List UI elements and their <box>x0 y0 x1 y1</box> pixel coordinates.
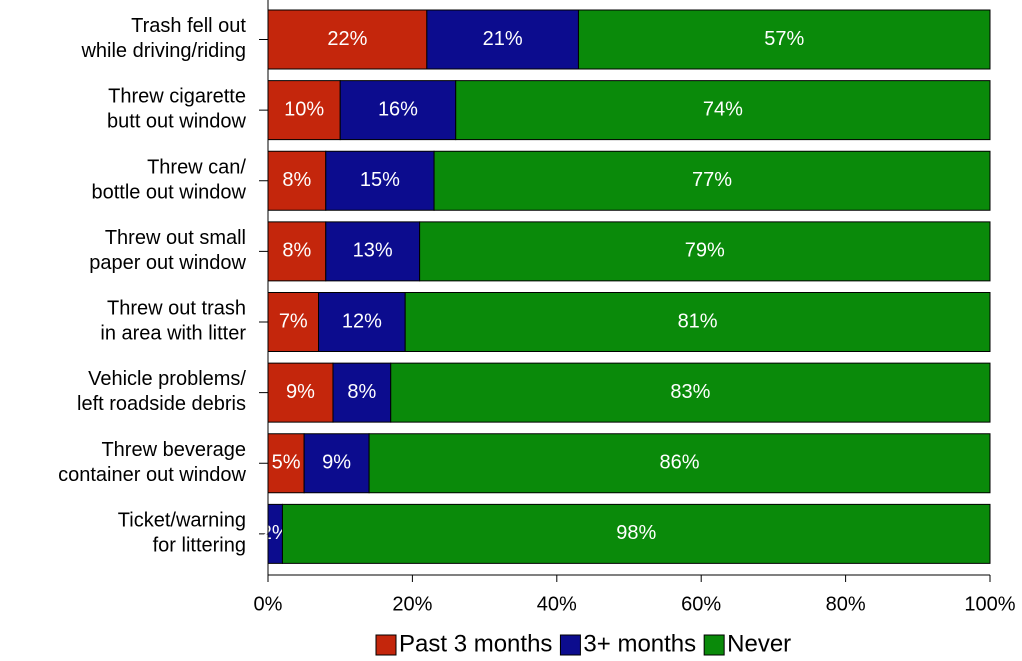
x-tick-label: 0% <box>254 593 283 615</box>
y-tick-label: Threw beverage container out window <box>58 439 246 486</box>
value-label: 8% <box>282 240 311 262</box>
legend-swatch <box>375 634 397 656</box>
bar-segment <box>433 150 991 211</box>
bar-segment <box>281 503 991 564</box>
value-label: 79% <box>685 240 725 262</box>
legend-swatch <box>703 634 725 656</box>
y-tick-label-line: Threw can/ <box>147 157 246 179</box>
y-tick-label-line: in area with litter <box>100 323 246 345</box>
y-tick-label-line: for littering <box>153 535 246 557</box>
value-label: 98% <box>616 522 656 544</box>
x-tick-label: 20% <box>392 593 432 615</box>
y-tick-label-line: Threw beverage <box>101 439 246 461</box>
bar-segment <box>267 80 341 141</box>
y-tick-label-line: Threw out trash <box>107 298 246 320</box>
y-tick-label-line: butt out window <box>107 111 247 133</box>
value-label: 86% <box>660 452 700 474</box>
x-tick-label: 100% <box>964 593 1015 615</box>
value-label: 22% <box>327 28 367 50</box>
legend-swatch <box>559 634 581 656</box>
value-label: 13% <box>353 240 393 262</box>
value-label: 74% <box>703 98 743 120</box>
bar-segment <box>267 362 334 423</box>
y-tick-label-line: bottle out window <box>91 182 246 204</box>
bar-segment <box>577 9 991 70</box>
value-label: 8% <box>282 169 311 191</box>
y-tick-label: Threw out trash in area with litter <box>100 298 246 345</box>
value-label: 15% <box>360 169 400 191</box>
y-tick-label: Ticket/warning for littering <box>118 510 246 557</box>
bar-segment <box>303 433 370 494</box>
y-tick-label-line: left roadside debris <box>77 393 246 415</box>
value-label: 10% <box>284 98 324 120</box>
value-label: 57% <box>764 28 804 50</box>
bar-segment <box>318 292 406 352</box>
value-label: 16% <box>378 98 418 120</box>
bar-segment <box>390 362 991 423</box>
value-label: 21% <box>483 28 523 50</box>
y-tick-label-line: Ticket/warning <box>118 510 246 532</box>
y-tick-label: Threw can/bottle out window <box>91 157 246 204</box>
value-label: 7% <box>279 310 308 332</box>
bar-segment <box>404 292 991 352</box>
bar-segment <box>267 433 305 494</box>
y-tick-label: Threw cigarette butt out window <box>107 86 247 133</box>
x-tick-label: 60% <box>681 593 721 615</box>
bar-segment <box>419 221 991 282</box>
y-tick-label-line: paper out window <box>89 252 246 274</box>
value-label: 83% <box>670 381 710 403</box>
bar-segment <box>325 221 421 282</box>
y-tick-label-line: Threw out small <box>105 227 246 249</box>
legend-label: 3+ months <box>583 630 696 657</box>
x-tick-label: 40% <box>537 593 577 615</box>
bar-segment <box>339 80 457 141</box>
value-label: 12% <box>342 310 382 332</box>
legend-label: Past 3 months <box>399 630 552 657</box>
value-label: 8% <box>347 381 376 403</box>
y-tick-label: Vehicle problems/left roadside debris <box>77 368 246 415</box>
legend-label: Never <box>727 630 791 657</box>
y-tick-label-line: Threw cigarette <box>108 86 246 108</box>
y-tick-label-line: Trash fell out <box>131 15 246 37</box>
y-tick-label: Threw out small paper out window <box>89 227 246 274</box>
value-label: 81% <box>678 310 718 332</box>
y-tick-label-line: container out window <box>58 464 246 486</box>
x-tick-label: 80% <box>826 593 866 615</box>
value-label: 9% <box>286 381 315 403</box>
bar-segment <box>332 362 392 423</box>
value-label: 9% <box>322 452 351 474</box>
bar-segment <box>368 433 991 494</box>
y-tick-label: Trash fell out while driving/riding <box>80 15 246 62</box>
value-label: 77% <box>692 169 732 191</box>
bar-segment <box>455 80 991 141</box>
y-tick-label-line: while driving/riding <box>80 40 246 62</box>
bar-segment <box>426 9 579 70</box>
y-tick-label-line: Vehicle problems/ <box>88 368 246 390</box>
value-label: 5% <box>272 452 301 474</box>
